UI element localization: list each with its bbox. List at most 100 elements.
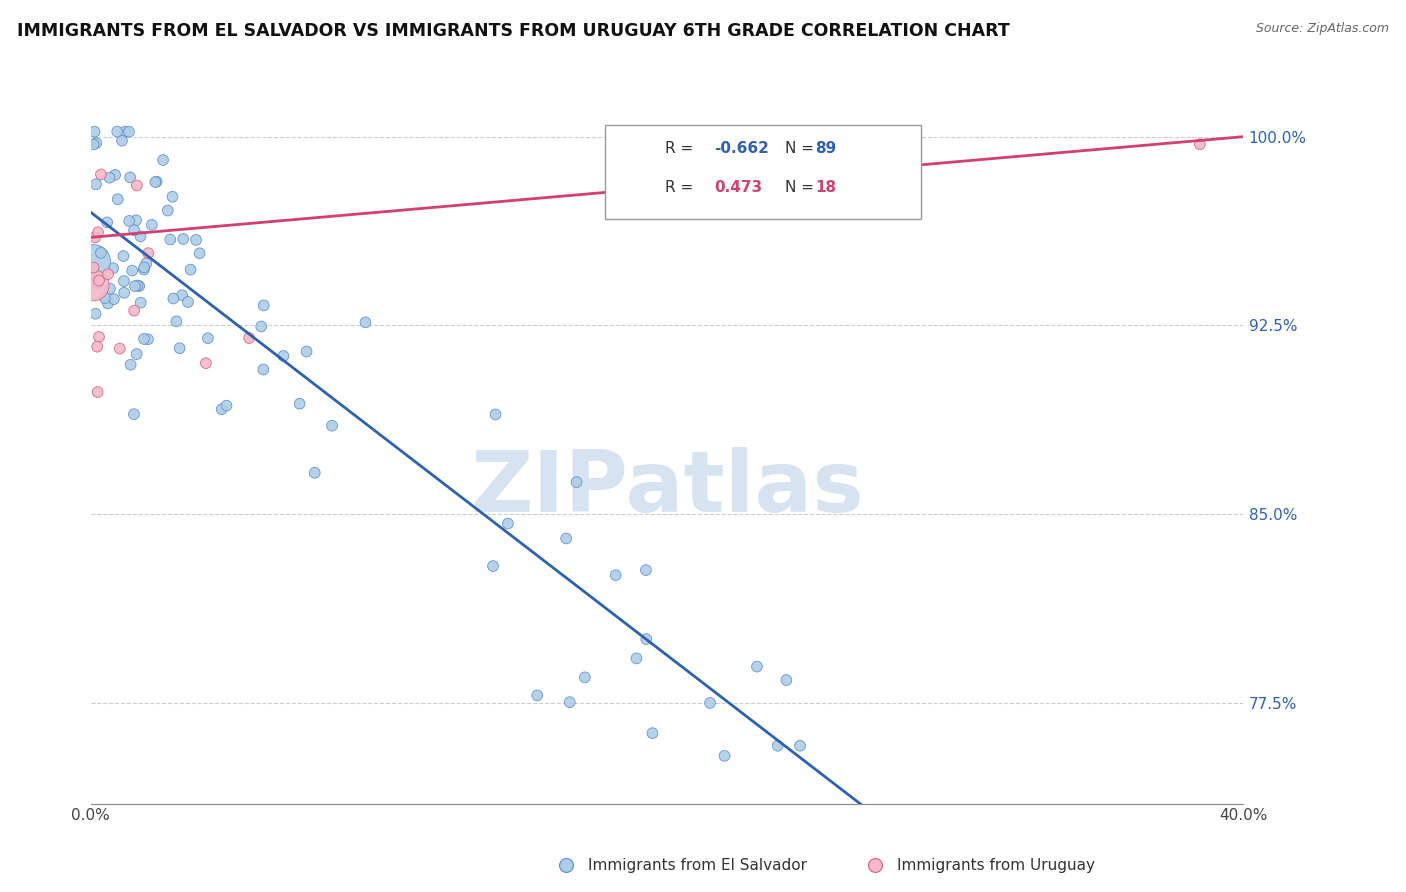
Point — [135, 256, 157, 270]
Point — [184, 233, 207, 247]
Point — [112, 274, 135, 288]
Point — [554, 858, 576, 872]
Point — [496, 516, 519, 531]
Text: ZIPatlas: ZIPatlas — [470, 447, 863, 530]
Point — [484, 408, 506, 422]
Text: Source: ZipAtlas.com: Source: ZipAtlas.com — [1256, 22, 1389, 36]
Point — [197, 331, 219, 345]
Point — [125, 213, 148, 227]
Point — [1188, 137, 1211, 152]
Point — [90, 245, 112, 260]
Point — [238, 331, 260, 345]
Text: N =: N = — [785, 180, 818, 194]
Point — [103, 292, 125, 306]
Point — [96, 215, 118, 229]
Point — [482, 559, 505, 574]
Point — [574, 670, 596, 684]
Point — [159, 232, 181, 246]
Point — [169, 341, 191, 355]
Point — [87, 330, 110, 344]
Point — [132, 332, 155, 346]
Point — [321, 418, 343, 433]
Point — [295, 344, 318, 359]
Point — [120, 358, 142, 372]
Point — [86, 136, 108, 151]
Point — [354, 315, 377, 329]
Point — [273, 349, 295, 363]
Point — [304, 466, 326, 480]
Point — [125, 347, 148, 361]
Point — [172, 288, 194, 302]
Point — [713, 748, 735, 763]
Point — [250, 319, 273, 334]
Point — [86, 277, 108, 291]
Point — [172, 232, 194, 246]
Point — [634, 563, 657, 577]
Point — [814, 135, 837, 149]
Point — [863, 858, 886, 872]
Point — [145, 175, 167, 189]
Point — [211, 402, 233, 417]
Point — [132, 262, 155, 277]
Point — [194, 356, 217, 370]
Text: IMMIGRANTS FROM EL SALVADOR VS IMMIGRANTS FROM URUGUAY 6TH GRADE CORRELATION CHA: IMMIGRANTS FROM EL SALVADOR VS IMMIGRANT… — [17, 22, 1010, 40]
Point — [87, 274, 110, 288]
Point — [118, 214, 141, 228]
Point — [127, 278, 149, 293]
Point — [114, 125, 136, 139]
Point — [112, 249, 135, 263]
Point — [82, 137, 104, 152]
Point — [252, 362, 274, 376]
Point — [288, 397, 311, 411]
Point — [90, 168, 112, 182]
Point — [129, 229, 152, 244]
Point — [124, 279, 146, 293]
Point — [565, 475, 588, 490]
Point — [526, 689, 548, 703]
Point — [128, 279, 150, 293]
Point — [122, 303, 145, 318]
Point — [97, 267, 120, 281]
Point — [215, 399, 238, 413]
Point — [177, 295, 200, 310]
Point — [165, 314, 187, 328]
Point — [699, 696, 721, 710]
Text: Immigrants from Uruguay: Immigrants from Uruguay — [897, 858, 1095, 872]
Point — [84, 230, 107, 244]
Point — [143, 175, 166, 189]
Point — [118, 125, 141, 139]
Point — [789, 739, 811, 753]
Point — [97, 296, 120, 310]
Point — [87, 225, 110, 239]
Point — [134, 260, 156, 275]
Point — [125, 178, 148, 193]
Point — [82, 260, 104, 275]
Point — [121, 263, 143, 277]
Point — [766, 739, 789, 753]
Point — [82, 254, 104, 268]
Point — [558, 695, 581, 709]
Text: 18: 18 — [815, 180, 837, 194]
Point — [107, 192, 129, 206]
Point — [162, 190, 184, 204]
Point — [136, 332, 159, 346]
Point — [83, 125, 105, 139]
Point — [141, 218, 163, 232]
Text: 0.473: 0.473 — [714, 180, 762, 194]
Point — [605, 568, 627, 582]
Point — [82, 278, 104, 293]
Point — [129, 295, 152, 310]
Text: N =: N = — [785, 142, 818, 156]
Point — [775, 673, 797, 687]
Point — [636, 632, 658, 646]
Point — [641, 726, 664, 740]
Point — [112, 285, 135, 300]
Point — [101, 261, 124, 276]
Text: R =: R = — [665, 142, 699, 156]
Text: R =: R = — [665, 180, 699, 194]
Point — [86, 385, 108, 400]
Point — [120, 170, 142, 185]
Point — [104, 168, 127, 182]
Point — [136, 246, 159, 260]
Text: -0.662: -0.662 — [714, 142, 769, 156]
